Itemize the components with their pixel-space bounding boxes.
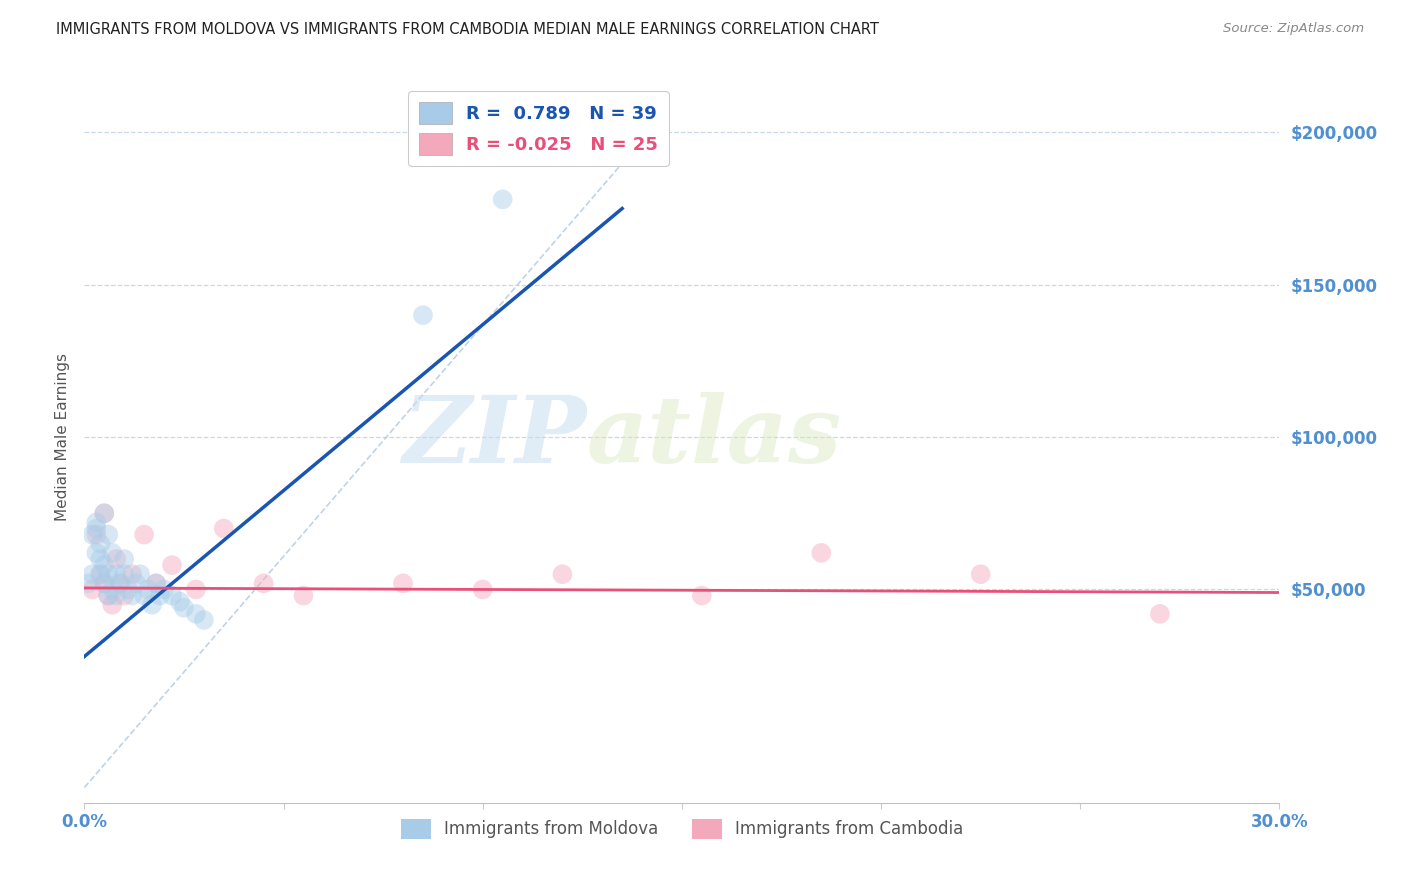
Point <box>112 567 135 582</box>
Point <box>412 308 434 322</box>
Point <box>160 558 183 573</box>
Point <box>132 589 156 603</box>
Point <box>112 589 135 603</box>
Point <box>101 598 124 612</box>
Point <box>105 552 128 566</box>
Text: IMMIGRANTS FROM MOLDOVA VS IMMIGRANTS FROM CAMBODIA MEDIAN MALE EARNINGS CORRELA: IMMIGRANTS FROM MOLDOVA VS IMMIGRANTS FR… <box>56 22 879 37</box>
Point <box>93 506 115 520</box>
Point <box>970 567 993 582</box>
Point <box>93 506 115 520</box>
Point <box>112 552 135 566</box>
Point <box>551 567 574 582</box>
Point <box>253 576 276 591</box>
Text: Source: ZipAtlas.com: Source: ZipAtlas.com <box>1223 22 1364 36</box>
Point <box>89 567 111 582</box>
Point <box>110 576 132 591</box>
Point <box>110 576 132 591</box>
Point <box>101 546 124 560</box>
Point <box>93 576 115 591</box>
Point <box>89 537 111 551</box>
Point <box>86 521 108 535</box>
Point <box>97 567 120 582</box>
Point <box>77 576 100 591</box>
Point <box>136 582 159 597</box>
Point <box>121 567 143 582</box>
Point <box>810 546 832 560</box>
Point <box>82 527 104 541</box>
Point <box>93 576 115 591</box>
Point <box>392 576 415 591</box>
Point <box>212 521 235 535</box>
Point <box>492 192 515 206</box>
Point <box>149 589 172 603</box>
Point <box>117 582 139 597</box>
Point <box>97 589 120 603</box>
Point <box>125 576 148 591</box>
Point <box>160 589 183 603</box>
Point <box>86 527 108 541</box>
Point <box>169 594 191 608</box>
Point <box>97 527 120 541</box>
Point <box>141 598 163 612</box>
Point <box>145 576 167 591</box>
Point <box>89 552 111 566</box>
Point <box>105 567 128 582</box>
Point <box>82 582 104 597</box>
Point <box>121 589 143 603</box>
Point <box>145 576 167 591</box>
Point <box>184 582 207 597</box>
Point <box>153 582 176 597</box>
Point <box>1149 607 1171 621</box>
Point <box>184 607 207 621</box>
Point <box>173 600 195 615</box>
Y-axis label: Median Male Earnings: Median Male Earnings <box>55 353 70 521</box>
Point <box>86 516 108 530</box>
Point <box>193 613 215 627</box>
Point <box>129 567 152 582</box>
Point <box>690 589 713 603</box>
Legend: Immigrants from Moldova, Immigrants from Cambodia: Immigrants from Moldova, Immigrants from… <box>394 812 970 846</box>
Point <box>292 589 315 603</box>
Point <box>105 589 128 603</box>
Point <box>86 546 108 560</box>
Point <box>89 567 111 582</box>
Text: ZIP: ZIP <box>402 392 586 482</box>
Point <box>93 558 115 573</box>
Point <box>132 527 156 541</box>
Point <box>82 567 104 582</box>
Text: atlas: atlas <box>586 392 842 482</box>
Point <box>101 582 124 597</box>
Point <box>471 582 494 597</box>
Point <box>97 589 120 603</box>
